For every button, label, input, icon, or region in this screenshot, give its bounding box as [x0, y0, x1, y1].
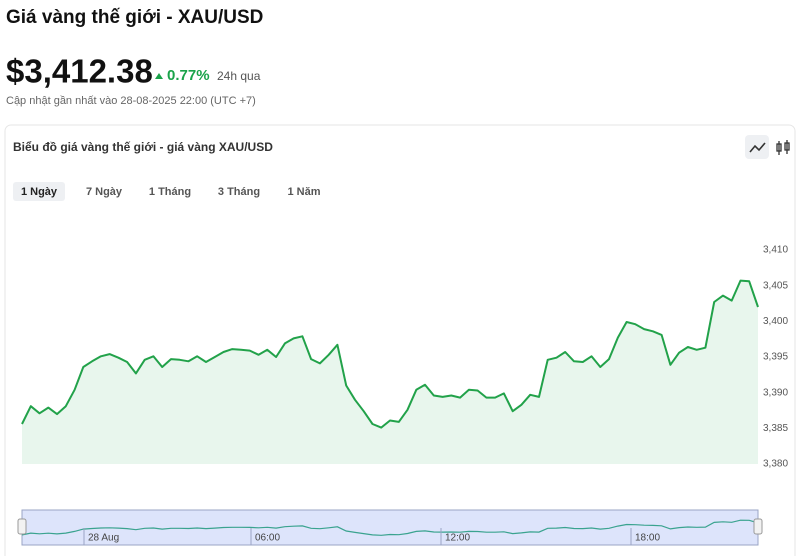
card-title: Biểu đồ giá vàng thế giới - giá vàng XAU…: [13, 140, 273, 154]
updated: Cập nhật gần nhất vào 28-08-2025 22:00 (…: [6, 95, 256, 107]
y-tick-label: 3,405: [763, 280, 788, 291]
navigator-label: 28 Aug: [88, 533, 119, 544]
navigator: 28 Aug 06:00 12:00 18:00: [17, 509, 763, 546]
up-arrow: [155, 73, 163, 79]
plot: 3,380 3,385 3,390 3,395 3,400 3,405 3,410: [21, 245, 788, 470]
page-title: Giá vàng thế giới - XAU/USD: [6, 7, 263, 28]
period: 24h qua: [217, 69, 261, 83]
tab[interactable]: 1 Năm: [287, 186, 320, 198]
area: [22, 280, 758, 464]
tabs: 1 Ngày 7 Ngày 1 Tháng 3 Tháng 1 Năm: [13, 182, 321, 201]
y-tick-label: 3,400: [763, 316, 788, 327]
navigator-handle[interactable]: [17, 518, 27, 535]
candle-icon[interactable]: [776, 140, 790, 155]
change: 0.77%: [167, 67, 210, 84]
y-tick-label: 3,410: [763, 245, 788, 256]
y-tick-label: 3,380: [763, 459, 788, 470]
navigator-handle[interactable]: [753, 518, 763, 535]
price: $3,412.38: [6, 53, 153, 90]
navigator-line: [21, 519, 759, 536]
y-tick-label: 3,395: [763, 352, 788, 363]
line: [21, 279, 759, 429]
tab[interactable]: 1 Tháng: [149, 186, 191, 198]
y-tick-label: 3,385: [763, 423, 788, 434]
tab[interactable]: 1 Ngày: [21, 186, 58, 198]
tab[interactable]: 3 Tháng: [218, 186, 260, 198]
navigator-label: 06:00: [255, 533, 280, 544]
navigator-label: 12:00: [445, 533, 470, 544]
y-tick-label: 3,390: [763, 387, 788, 398]
tab-active-bg: [13, 182, 65, 201]
navigator-label: 18:00: [635, 533, 660, 544]
card: [4, 124, 796, 556]
tab[interactable]: 7 Ngày: [86, 186, 123, 198]
line-icon-glyph: [749, 142, 766, 153]
